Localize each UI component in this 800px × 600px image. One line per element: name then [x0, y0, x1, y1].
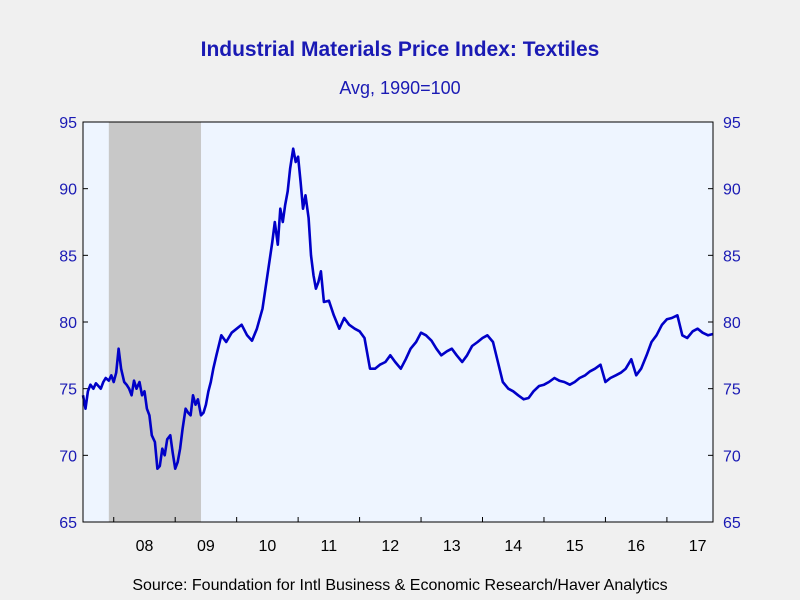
y-tick-label-right: 85	[723, 248, 741, 265]
chart-subtitle: Avg, 1990=100	[339, 78, 461, 98]
x-axis: 08 09 10 11 12 13 14 15 16 17	[113, 517, 707, 555]
series-line	[81, 147, 714, 470]
y-tick-label-left: 85	[59, 248, 77, 265]
chart-title: Industrial Materials Price Index: Textil…	[200, 38, 600, 61]
x-tick-label: 11	[321, 538, 338, 555]
y-tick-label-right: 95	[723, 115, 741, 132]
y-tick-label-left: 90	[59, 182, 77, 199]
plot-frame	[82, 121, 714, 523]
y-tick-label-right: 75	[723, 382, 741, 399]
y-tick-label-left: 95	[59, 115, 77, 132]
chart-source: Source: Foundation for Intl Business & E…	[132, 577, 668, 594]
x-tick-label: 16	[627, 538, 645, 555]
y-tick-label-right: 70	[723, 448, 741, 465]
x-tick-label: 09	[197, 538, 215, 555]
y-tick-label-right: 65	[723, 515, 741, 532]
y-tick-label-right: 90	[723, 182, 741, 199]
y-tick-label-left: 80	[59, 315, 77, 332]
x-tick-label: 13	[443, 538, 461, 555]
x-tick-label: 12	[381, 538, 399, 555]
y-tick-label-right: 80	[723, 315, 741, 332]
recession-band	[108, 122, 202, 522]
y-tick-label-left: 70	[59, 448, 77, 465]
x-tick-label: 10	[258, 538, 276, 555]
y-tick-label-left: 65	[59, 515, 77, 532]
x-tick-label: 08	[136, 538, 154, 555]
y-axis-right: 65 70 75 80 85 90 95	[708, 115, 741, 532]
x-tick-label: 15	[566, 538, 584, 555]
y-tick-label-left: 75	[59, 382, 77, 399]
x-tick-label: 17	[689, 538, 707, 555]
x-tick-label: 14	[504, 538, 522, 555]
